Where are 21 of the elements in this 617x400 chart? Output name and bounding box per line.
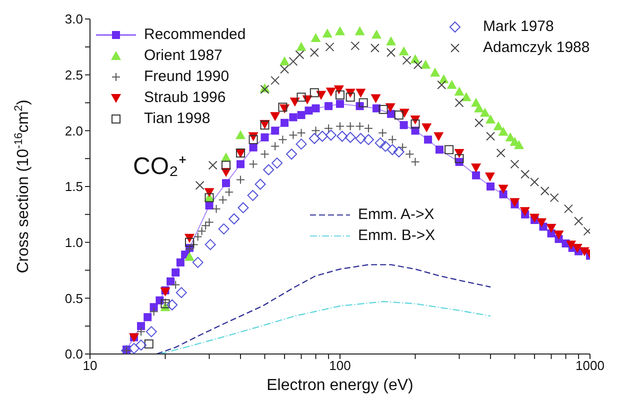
y-tick-label: 2.0 — [64, 123, 83, 138]
y-tick-label: 0.5 — [64, 290, 83, 306]
legend-label: Adamczyk 1988 — [483, 38, 590, 58]
legend-label: Emm. B->X — [358, 226, 436, 246]
annotation: CO₂⁺ — [133, 152, 186, 181]
legend-label: Recommended — [144, 25, 246, 45]
y-tick-label: 0.0 — [64, 346, 83, 362]
legend-label: Freund 1990 — [144, 67, 230, 87]
x-tick-label: 100 — [329, 358, 351, 374]
y-tick-label: 1.5 — [64, 179, 83, 194]
legend-label: Emm. A->X — [358, 205, 434, 225]
x-tick-label: 10 — [82, 358, 98, 374]
y-tick-label: 2.5 — [64, 67, 83, 82]
legend-label: Tian 1998 — [144, 109, 210, 129]
legend-label: Mark 1978 — [483, 17, 554, 37]
x-axis-title: Electron energy (eV) — [266, 377, 414, 394]
legend-label: Orient 1987 — [144, 46, 222, 66]
y-tick-label: 3.0 — [64, 12, 83, 27]
y-tick-label: 1.0 — [64, 234, 83, 250]
legend-label: Straub 1996 — [144, 88, 226, 108]
x-tick-label: 1000 — [576, 358, 604, 374]
